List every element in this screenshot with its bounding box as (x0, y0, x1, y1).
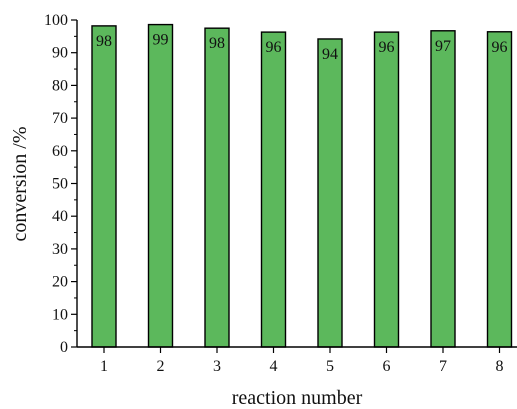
bar-8 (486, 31, 513, 348)
bar-value-label-6: 96 (379, 39, 395, 56)
y-tick-label-0: 0 (60, 339, 68, 356)
y-tick-label-50: 50 (52, 176, 68, 193)
y-tick-label-90: 90 (52, 45, 68, 62)
bar-value-label-2: 99 (153, 32, 169, 49)
bar-value-label-4: 96 (266, 39, 282, 56)
x-tick-label-5: 5 (326, 358, 334, 375)
bar-4 (260, 31, 287, 348)
x-tick-label-2: 2 (157, 358, 165, 375)
bar-value-label-3: 98 (209, 35, 225, 52)
bar-7 (430, 30, 456, 348)
x-tick-label-7: 7 (439, 358, 447, 375)
y-tick-label-80: 80 (52, 77, 68, 94)
y-tick-label-10: 10 (52, 306, 68, 323)
x-tick-label-6: 6 (383, 358, 391, 375)
y-tick-label-30: 30 (52, 241, 68, 258)
y-tick-label-100: 100 (44, 12, 68, 29)
bar-value-label-1: 98 (96, 33, 112, 50)
bar-value-label-5: 94 (322, 46, 338, 63)
x-tick-label-4: 4 (270, 358, 278, 375)
bar-3 (204, 27, 230, 348)
y-tick-label-70: 70 (52, 110, 68, 127)
bar-5 (317, 38, 343, 348)
y-tick-label-40: 40 (52, 208, 68, 225)
bar-2 (147, 23, 174, 348)
x-tick-label-1: 1 (100, 358, 108, 375)
bar-value-label-8: 96 (492, 39, 508, 56)
y-ticks-group: 0 10 20 30 40 50 60 70 80 90 100 (44, 12, 77, 356)
bar-1 (91, 25, 117, 348)
bars-group (91, 23, 513, 348)
y-tick-label-20: 20 (52, 274, 68, 291)
bar-6 (373, 31, 400, 348)
y-tick-label-60: 60 (52, 143, 68, 160)
x-axis-title: reaction number (232, 387, 363, 409)
x-tick-label-3: 3 (213, 358, 221, 375)
data-labels-group: 98 99 98 96 94 96 97 96 (96, 32, 508, 63)
y-axis-title: conversion /% (9, 127, 31, 242)
x-tick-label-8: 8 (496, 358, 504, 375)
x-ticks-group: 1 2 3 4 5 6 7 8 (100, 347, 504, 375)
bar-value-label-7: 97 (435, 38, 451, 55)
